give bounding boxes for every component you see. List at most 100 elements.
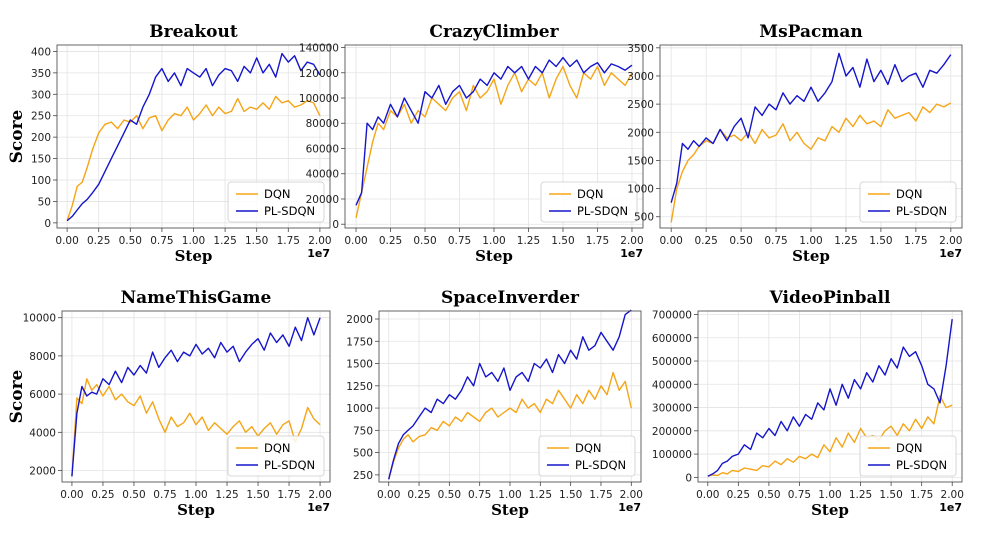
y-tick-label: 600000 [652,333,692,345]
y-tick-label: 60000 [306,143,339,155]
y-tick-label: 150 [31,154,51,166]
x-tick-label: 1.25 [215,489,238,501]
y-tick-label: 1500 [346,359,373,371]
series-line-pl-sdqn [66,52,321,222]
y-tick-label: 400 [31,46,51,58]
series-line-pl-sdqn [707,319,953,477]
y-tick-label: 500 [353,448,373,460]
x-tick-label: 2.00 [620,489,643,501]
x-tick-label: 0.25 [87,235,110,247]
x-tick-label: 0.25 [694,235,717,247]
legend: DQN PL-SDQN [227,435,325,477]
x-tick-label: 1.25 [849,489,872,501]
x-tick-label: 1.75 [277,235,300,247]
y-tick-label: 2000 [627,127,654,139]
chart-title: CrazyClimber [429,22,559,42]
x-axis-label: Step [175,247,213,265]
x-tick-label: 0.25 [379,235,402,247]
y-tick-label: 80000 [306,118,339,130]
x-axis-label: Step [491,501,529,519]
legend-label-dqn: DQN [264,187,291,201]
y-tick-label: 700000 [652,309,692,321]
y-tick-label: 2000 [29,466,56,478]
x-tick-label: 1.00 [498,489,521,501]
y-tick-label: 400000 [652,379,692,391]
x-tick-label: 1.50 [559,489,582,501]
y-tick-label: 0 [44,218,51,230]
chart-panel-3: 0.00 0.25 0.50 0.75 1.00 1.25 1.50 1.75 2.00 500 1… [627,22,962,265]
x-tick-label: 1.50 [879,489,902,501]
x-tick-label: 1.00 [818,489,841,501]
legend-label-pl-sdqn: PL-SDQN [264,204,315,218]
x-tick-label: 0.00 [55,235,78,247]
x-tick-label: 0.50 [119,235,142,247]
y-tick-label: 350 [31,68,51,80]
x-tick-label: 1.75 [589,489,612,501]
y-tick-label: 2500 [627,99,654,111]
x-tick-label: 0.50 [413,235,436,247]
legend: DQN PL-SDQN [859,181,957,223]
chart-title: NameThisGame [121,288,272,308]
y-tick-label: 500 [634,212,654,224]
y-tick-label: 4000 [29,427,56,439]
y-tick-label: 50 [38,196,51,208]
x-tick-label: 2.00 [620,235,643,247]
x-tick-label: 2.00 [308,235,331,247]
x-tick-label: 1.50 [551,235,574,247]
y-tick-label: 40000 [306,169,339,181]
x-tick-label: 0.00 [344,235,367,247]
x-offset-label: 1e7 [618,501,641,514]
series-line-pl-sdqn [71,317,321,477]
series-line-pl-sdqn [670,52,952,203]
y-tick-label: 10000 [23,313,56,325]
x-offset-label: 1e7 [939,501,962,514]
y-tick-label: 1000 [627,184,654,196]
x-tick-label: 0.00 [659,235,682,247]
chart-panel-1: 0.00 0.25 0.50 0.75 1.00 1.25 1.50 1.75 2.00 0 50 1… [7,22,332,265]
chart-panel-2: 0.00 0.25 0.50 0.75 1.00 1.25 1.50 1.75 2.000200… [299,22,644,265]
x-axis-label: Step [475,247,513,265]
y-tick-label: 300 [31,89,51,101]
legend: DQN PL-SDQN [859,435,957,477]
y-tick-label: 140000 [299,43,339,55]
chart-title: MsPacman [759,22,862,42]
y-tick-label: 250 [31,111,51,123]
legend-box [227,435,325,477]
x-tick-label: 1.25 [529,489,552,501]
x-tick-label: 1.50 [246,489,269,501]
y-tick-label: 1500 [627,155,654,167]
y-axis-label: Score [7,369,27,423]
x-tick-label: 0.50 [122,489,145,501]
x-tick-label: 0.75 [788,489,811,501]
x-tick-label: 1.00 [482,235,505,247]
legend-label-dqn: DQN [896,441,923,455]
x-tick-label: 0.75 [468,489,491,501]
legend-label-dqn: DQN [575,441,602,455]
x-tick-label: 0.75 [448,235,471,247]
x-tick-label: 0.00 [377,489,400,501]
legend-label-dqn: DQN [577,187,604,201]
x-tick-label: 0.00 [60,489,83,501]
legend-label-pl-sdqn: PL-SDQN [896,204,947,218]
y-tick-label: 200000 [652,426,692,438]
x-tick-label: 0.25 [407,489,430,501]
x-tick-label: 1.00 [799,235,822,247]
chart-title: SpaceInverder [441,288,580,308]
legend-box [859,435,957,477]
series-line-dqn [66,95,321,221]
x-tick-label: 2.00 [939,235,962,247]
x-axis-label: Step [792,247,830,265]
y-tick-label: 300000 [652,403,692,415]
x-tick-label: 1.00 [184,489,207,501]
x-tick-label: 2.00 [308,489,331,501]
y-tick-label: 3500 [627,43,654,55]
y-tick-label: 0 [332,219,339,231]
y-tick-label: 20000 [306,194,339,206]
legend-label-dqn: DQN [264,441,291,455]
y-tick-label: 2000 [346,314,373,326]
y-tick-label: 750 [353,425,373,437]
y-tick-label: 0 [685,472,692,484]
legend-box [540,181,638,223]
x-offset-label: 1e7 [307,247,330,260]
y-tick-label: 120000 [299,68,339,80]
